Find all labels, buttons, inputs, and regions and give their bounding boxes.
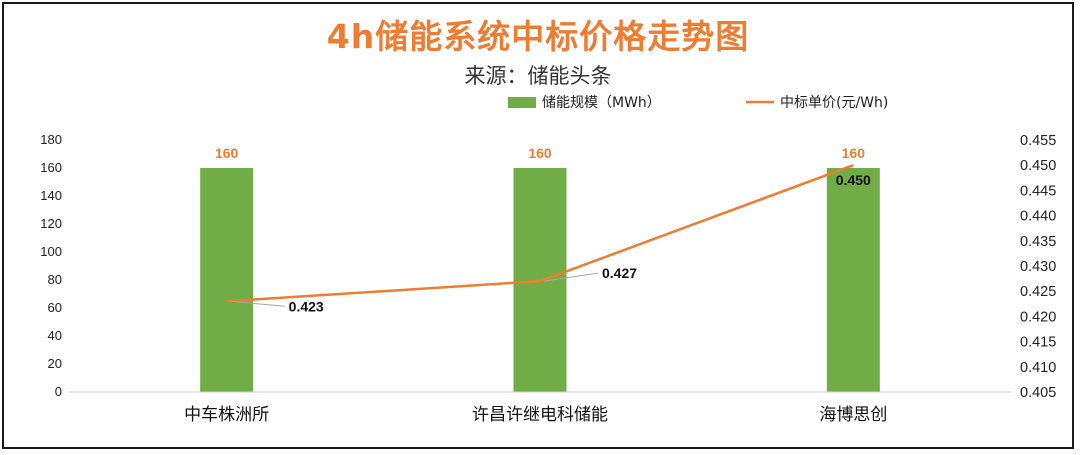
chart-subtitle: 来源：储能头条 xyxy=(464,64,612,88)
y-left-tick-label: 160 xyxy=(40,160,62,175)
y-right-tick-label: 0.450 xyxy=(1020,158,1056,174)
line-data-label: 0.423 xyxy=(289,298,324,314)
y-left-tick-label: 120 xyxy=(40,216,62,231)
y-right-tick-label: 0.425 xyxy=(1020,284,1056,300)
y-right-tick-label: 0.445 xyxy=(1020,183,1056,199)
y-right-tick-label: 0.420 xyxy=(1020,309,1056,325)
y-left-tick-label: 40 xyxy=(48,328,62,343)
y-right-tick-label: 0.435 xyxy=(1020,234,1056,250)
y-left-tick-label: 140 xyxy=(40,188,62,203)
y-left-tick-label: 100 xyxy=(40,244,62,259)
bar xyxy=(200,168,254,392)
bar-data-label: 160 xyxy=(528,145,552,161)
y-right-tick-label: 0.430 xyxy=(1020,259,1056,275)
y-left-tick-label: 20 xyxy=(48,356,62,371)
x-tick-label: 海博思创 xyxy=(819,405,887,425)
legend-label-bars: 储能规模（MWh） xyxy=(542,95,661,111)
y-left-tick-label: 180 xyxy=(40,132,62,147)
price-line xyxy=(226,164,854,303)
y-left-tick-label: 0 xyxy=(55,384,62,399)
legend-swatch-bars xyxy=(508,97,536,108)
y-right-tick-label: 0.440 xyxy=(1020,209,1056,225)
bar xyxy=(826,168,880,392)
y-right-tick-label: 0.410 xyxy=(1020,360,1056,376)
line-label-leader xyxy=(543,272,599,282)
y-right-tick-label: 0.455 xyxy=(1020,133,1056,149)
legend-label-line: 中标单价(元/Wh) xyxy=(780,95,888,111)
y-left-tick-label: 60 xyxy=(48,300,62,315)
y-right-tick-label: 0.415 xyxy=(1020,335,1056,351)
line-label-leader xyxy=(230,300,285,307)
y-right-tick-label: 0.405 xyxy=(1020,385,1056,401)
x-tick-label: 许昌许继电科储能 xyxy=(472,405,608,425)
bar-data-label: 160 xyxy=(842,145,866,161)
y-left-tick-label: 80 xyxy=(48,272,62,287)
bar-data-label: 160 xyxy=(215,145,239,161)
chart-title: 4h储能系统中标价格走势图 xyxy=(326,17,750,56)
line-data-label: 0.450 xyxy=(836,172,871,188)
x-tick-label: 中车株洲所 xyxy=(184,405,269,425)
line-data-label: 0.427 xyxy=(602,265,637,281)
